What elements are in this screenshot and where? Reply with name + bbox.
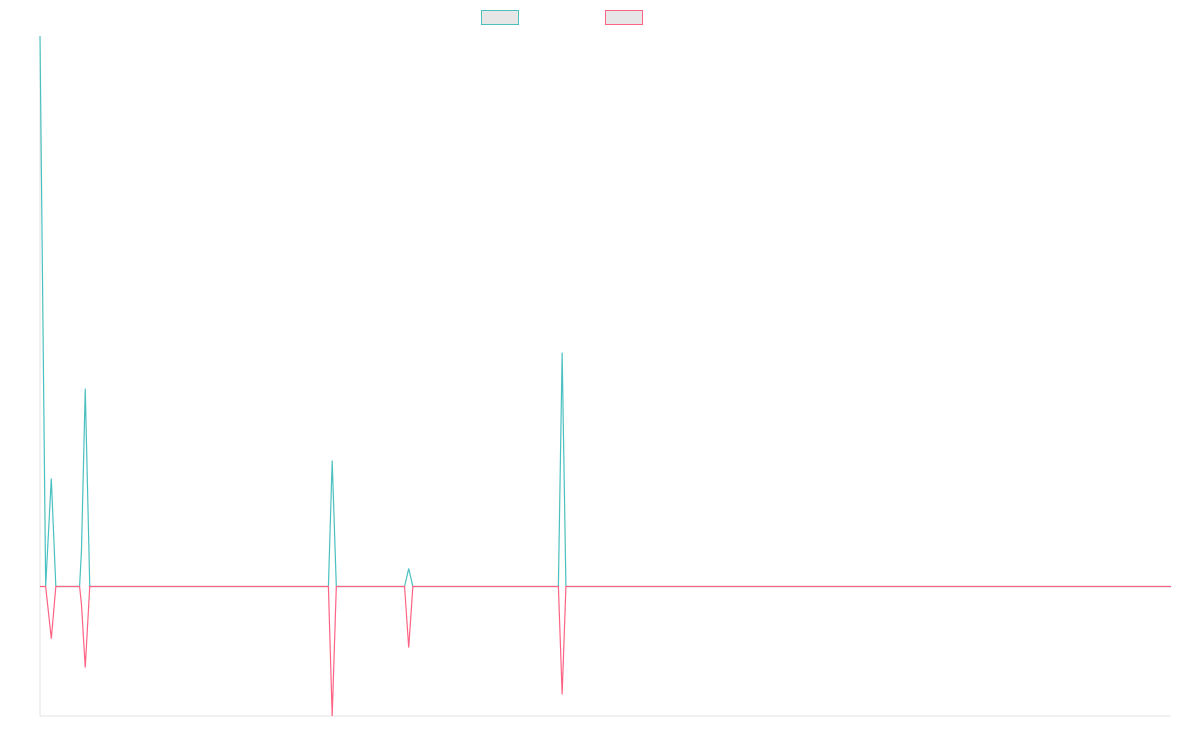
legend-swatch-series-2[interactable] (605, 10, 643, 25)
axes (39, 36, 1171, 717)
series-line-2 (40, 585, 1171, 717)
series-layer (39, 35, 1171, 717)
series-line-1 (39, 35, 1171, 588)
legend-swatch-series-1[interactable] (481, 10, 519, 25)
